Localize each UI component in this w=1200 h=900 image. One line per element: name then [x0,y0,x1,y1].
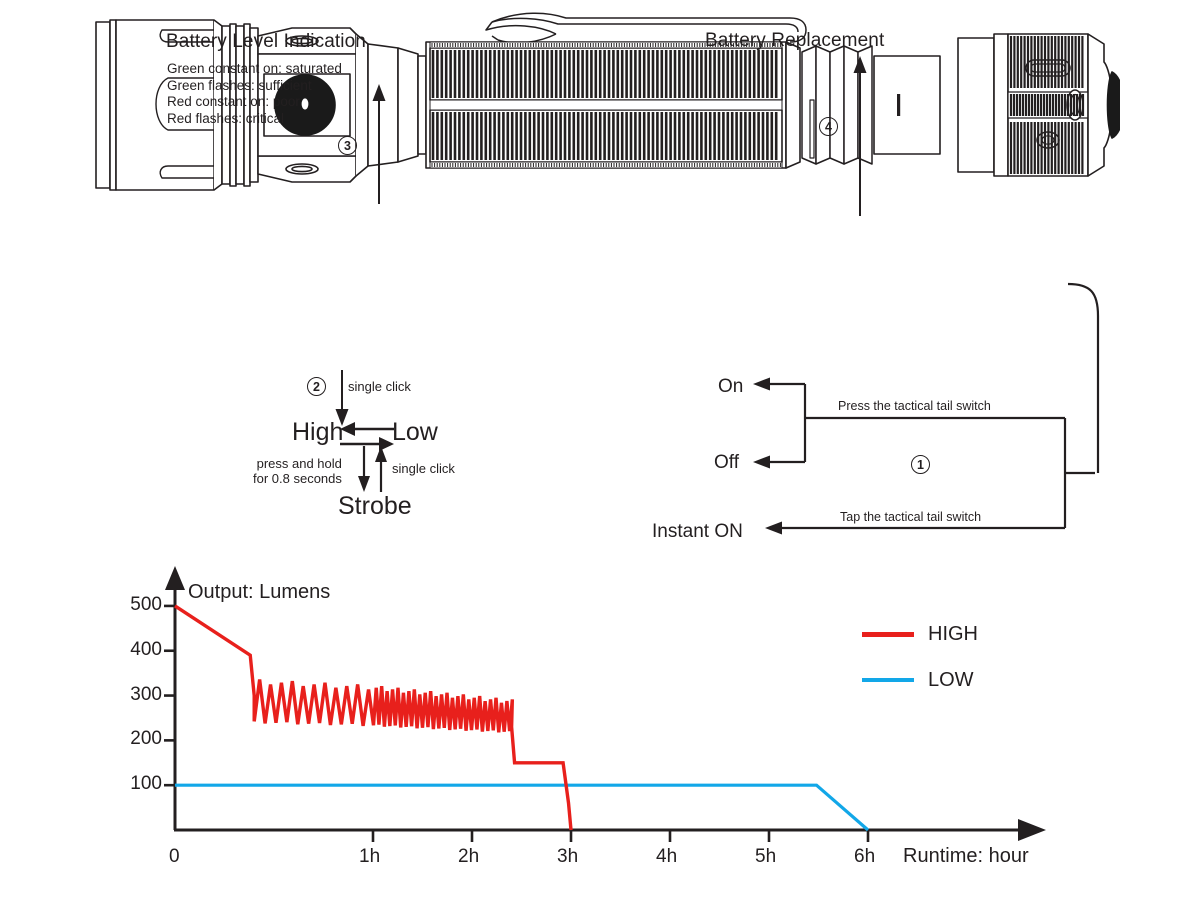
callout-2: 2 [307,377,326,396]
chart-x-tick-1h: 1h [359,846,381,867]
chart-x-origin-label: 0 [169,846,180,867]
battery-level-heading: Battery Level Indication [166,31,366,52]
callout-3: 3 [338,136,357,155]
chart-x-tick-3h: 3h [557,846,579,867]
tail-switch-on-label: On [718,376,744,397]
battery-level-line-0: Green constant on: saturated [167,61,342,76]
legend-swatch-high [862,631,914,637]
tap-tail-switch-note: Tap the tactical tail switch [840,510,982,524]
callout-4: 4 [819,117,838,136]
battery-level-legend: Green constant on: saturated Green flash… [167,61,342,127]
tail-switch-connector [1068,276,1108,476]
chart-x-tick-5h: 5h [755,846,777,867]
chart-y-tick-100: 100 [130,773,162,795]
side-switch-module [257,27,369,183]
tail-switch-instant-on-label: Instant ON [652,521,743,542]
callout-3-leader [364,84,394,204]
battery-level-line-2: Red constant on: poor [167,94,300,109]
legend-label-high: HIGH [928,622,978,645]
high-low-arrows [340,420,394,452]
press-tail-switch-note: Press the tactical tail switch [838,399,991,413]
mode-low-label: Low [392,418,438,446]
legend-swatch-low [862,678,914,682]
legend-label-low: LOW [928,668,974,691]
chart-x-tick-4h: 4h [656,846,678,867]
strobe-exit-label: single click [392,461,455,476]
flashlight-illustration [0,0,1120,210]
battery-replacement-heading: Battery Replacement [705,30,885,51]
single-click-entry-label: single click [348,379,411,394]
callout-4-leader [845,56,875,216]
press-hold-line-2: for 0.8 seconds [253,471,342,486]
chart-legend: HIGH LOW [862,618,1042,696]
battery-level-line-3: Red flashes: critical [167,110,285,126]
mode-high-label: High [292,418,344,446]
chart-x-tick-2h: 2h [458,846,480,867]
tail-switch-flow-lines [745,370,1095,540]
head-rings [221,23,259,187]
tailcap-knurling [1009,36,1085,174]
mode-strobe-label: Strobe [338,492,412,520]
press-hold-line-1: press and hold [256,456,342,471]
chart-x-axis-label: Runtime: hour [903,845,1029,867]
chart-x-tick-6h: 6h [854,846,876,867]
strobe-arrows [356,446,390,492]
body-knurling [431,50,778,160]
body-edge-hatch [431,43,781,167]
legend-item-high: HIGH [862,618,1042,650]
legend-item-low: LOW [862,664,1042,696]
body-taper [367,43,427,167]
chart-y-tick-400: 400 [130,638,162,660]
callout-1: 1 [911,455,930,474]
entry-arrow [330,370,354,426]
runtime-chart [100,560,1100,890]
tail-switch-off-label: Off [714,452,739,473]
flashlight-head [95,19,223,191]
battery-level-line-1: Green flashes: sufficient [167,77,312,93]
chart-y-axis-label: Output: Lumens [188,581,331,603]
press-hold-label: press and hold for 0.8 seconds [253,456,342,486]
chart-y-tick-500: 500 [130,593,162,615]
chart-y-tick-200: 200 [130,728,162,750]
chart-y-tick-300: 300 [130,683,162,705]
